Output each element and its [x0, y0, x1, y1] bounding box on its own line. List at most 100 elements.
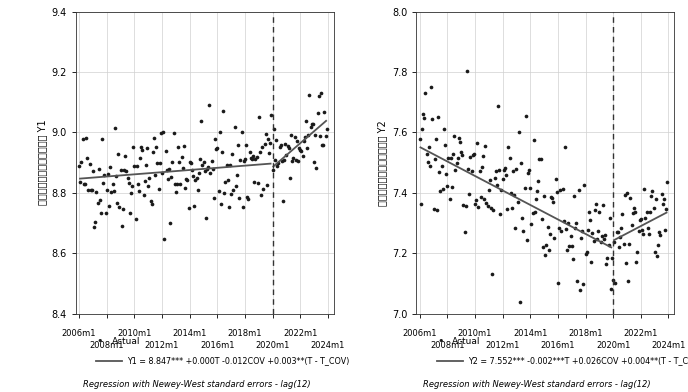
Point	[548, 199, 559, 205]
Point	[416, 126, 427, 132]
Point	[433, 114, 444, 120]
Point	[656, 191, 667, 197]
Point	[111, 173, 122, 179]
Point	[445, 155, 456, 162]
Point	[597, 202, 608, 209]
Point	[305, 124, 316, 130]
Point	[491, 182, 502, 188]
Point	[270, 137, 281, 143]
Point	[624, 241, 635, 247]
Point	[641, 209, 652, 216]
Point	[312, 109, 323, 116]
Point	[508, 192, 519, 198]
Point	[78, 181, 89, 187]
Point	[459, 229, 470, 235]
Point	[178, 165, 189, 171]
Text: 2012m1: 2012m1	[145, 341, 180, 350]
Point	[518, 228, 529, 234]
Point	[653, 242, 664, 248]
Point	[590, 201, 601, 207]
Point	[304, 92, 315, 98]
Point	[625, 195, 636, 201]
Point	[436, 163, 447, 169]
Point	[171, 181, 182, 187]
Point	[167, 159, 178, 165]
Point	[94, 197, 105, 203]
Point	[424, 163, 436, 169]
Point	[182, 177, 193, 183]
Text: Regression with Newey-West standard errors - lag(12): Regression with Newey-West standard erro…	[423, 380, 651, 389]
Point	[539, 252, 550, 258]
Point	[321, 126, 332, 132]
Point	[526, 221, 537, 227]
Point	[488, 207, 499, 213]
Point	[252, 180, 264, 186]
Point	[118, 167, 129, 173]
Text: Actual: Actual	[111, 337, 140, 345]
Point	[301, 145, 312, 151]
Point	[294, 147, 305, 153]
Point	[204, 102, 215, 108]
Point	[496, 187, 507, 193]
Point	[662, 178, 673, 185]
Point	[582, 227, 593, 233]
Point	[205, 170, 216, 176]
Point	[115, 167, 126, 173]
Point	[438, 125, 449, 132]
Point	[180, 185, 191, 192]
Text: 2014m1: 2014m1	[173, 329, 207, 338]
Point	[128, 144, 139, 151]
Point	[169, 181, 180, 188]
Point	[486, 205, 497, 211]
Point	[578, 281, 589, 287]
Point	[289, 134, 300, 141]
Point	[186, 167, 197, 173]
Point	[442, 183, 453, 189]
Point	[599, 236, 610, 242]
Point	[574, 287, 585, 293]
Point	[173, 144, 184, 151]
Point	[638, 186, 649, 192]
Point	[92, 200, 103, 206]
Text: 2012m1: 2012m1	[486, 341, 520, 350]
Point	[309, 159, 320, 165]
Point	[111, 200, 122, 206]
Text: 2020m1: 2020m1	[596, 341, 630, 350]
Point	[435, 188, 446, 194]
Point	[132, 181, 143, 187]
Point	[539, 193, 550, 199]
Text: 2008m1: 2008m1	[430, 341, 464, 350]
Point	[76, 159, 87, 165]
Point	[306, 122, 317, 128]
Text: 2008m1: 2008m1	[89, 341, 124, 350]
Point	[281, 152, 292, 158]
Point	[458, 202, 469, 208]
Point	[166, 174, 177, 180]
Point	[520, 113, 531, 119]
Point	[469, 200, 480, 207]
Point	[200, 168, 211, 174]
Point	[136, 144, 147, 151]
Point	[612, 229, 623, 235]
Point	[585, 259, 596, 265]
Point	[138, 192, 149, 198]
Point	[114, 204, 125, 210]
Point	[224, 162, 235, 168]
Point	[89, 218, 100, 225]
Point	[534, 156, 545, 163]
Point	[192, 187, 203, 193]
Point	[565, 232, 576, 239]
Point	[210, 136, 221, 142]
Point	[316, 90, 327, 96]
Point	[91, 189, 102, 195]
Point	[123, 180, 134, 186]
Point	[84, 161, 95, 167]
Point	[443, 155, 454, 161]
Point	[164, 220, 175, 226]
Point	[135, 155, 146, 162]
Point	[556, 228, 567, 234]
Point	[508, 168, 519, 174]
Point	[594, 209, 605, 216]
Point	[220, 179, 231, 185]
Point	[161, 167, 172, 173]
